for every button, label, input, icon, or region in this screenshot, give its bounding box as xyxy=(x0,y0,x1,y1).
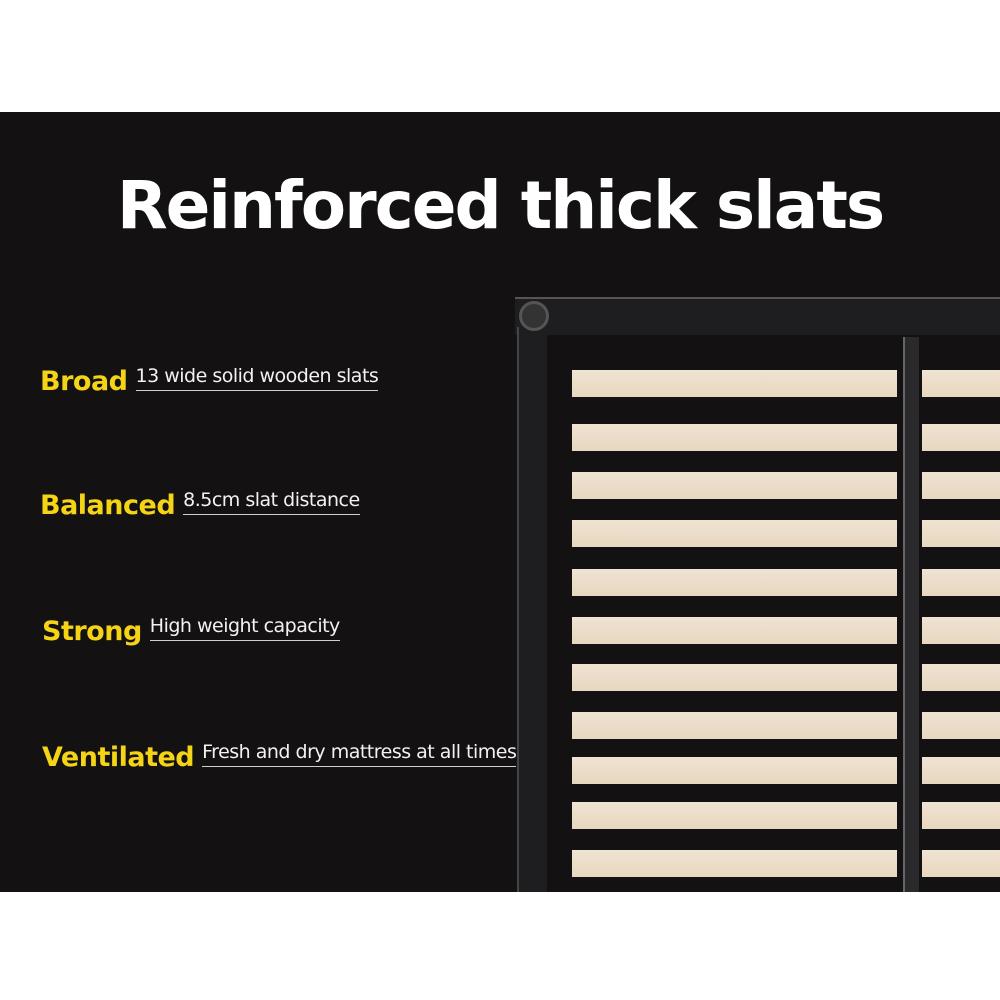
wooden-slat xyxy=(572,757,897,784)
feature-description: 8.5cm slat distance xyxy=(183,488,360,515)
wooden-slat xyxy=(572,520,897,547)
feature-description: Fresh and dry mattress at all times xyxy=(202,740,517,767)
frame-center-rail xyxy=(903,337,919,892)
wooden-slat xyxy=(572,569,897,596)
feature-balanced: Balanced 8.5cm slat distance xyxy=(40,488,360,521)
wooden-slat xyxy=(922,617,1000,644)
frame-top-rail xyxy=(515,297,1000,335)
feature-strong: Strong High weight capacity xyxy=(42,614,340,647)
wooden-slat xyxy=(572,424,897,451)
wooden-slat xyxy=(572,712,897,739)
wooden-slat xyxy=(922,802,1000,829)
feature-label: Ventilated xyxy=(42,742,195,773)
wooden-slat xyxy=(922,424,1000,451)
feature-ventilated: Ventilated Fresh and dry mattress at all… xyxy=(42,740,517,773)
feature-description: High weight capacity xyxy=(149,614,340,641)
banner-panel: Reinforced thick slats Broad 13 wide sol… xyxy=(0,112,1000,892)
feature-label: Balanced xyxy=(40,490,176,521)
feature-label: Broad xyxy=(40,366,128,397)
wooden-slat xyxy=(922,569,1000,596)
wooden-slat xyxy=(922,370,1000,397)
feature-description: 13 wide solid wooden slats xyxy=(135,364,379,391)
wooden-slat xyxy=(572,850,897,877)
bolt-icon xyxy=(519,301,549,331)
wooden-slat xyxy=(922,712,1000,739)
wooden-slat xyxy=(922,520,1000,547)
wooden-slat xyxy=(572,472,897,499)
wooden-slat xyxy=(922,664,1000,691)
frame-side-rail xyxy=(517,327,547,892)
wooden-slat xyxy=(572,617,897,644)
wooden-slat xyxy=(922,850,1000,877)
page-title: Reinforced thick slats xyxy=(116,167,885,244)
wooden-slat xyxy=(922,757,1000,784)
wooden-slat xyxy=(572,664,897,691)
wooden-slat xyxy=(572,802,897,829)
feature-broad: Broad 13 wide solid wooden slats xyxy=(40,364,379,397)
wooden-slat xyxy=(922,472,1000,499)
feature-label: Strong xyxy=(42,616,142,647)
wooden-slat xyxy=(572,370,897,397)
bed-frame-image xyxy=(515,297,1000,892)
